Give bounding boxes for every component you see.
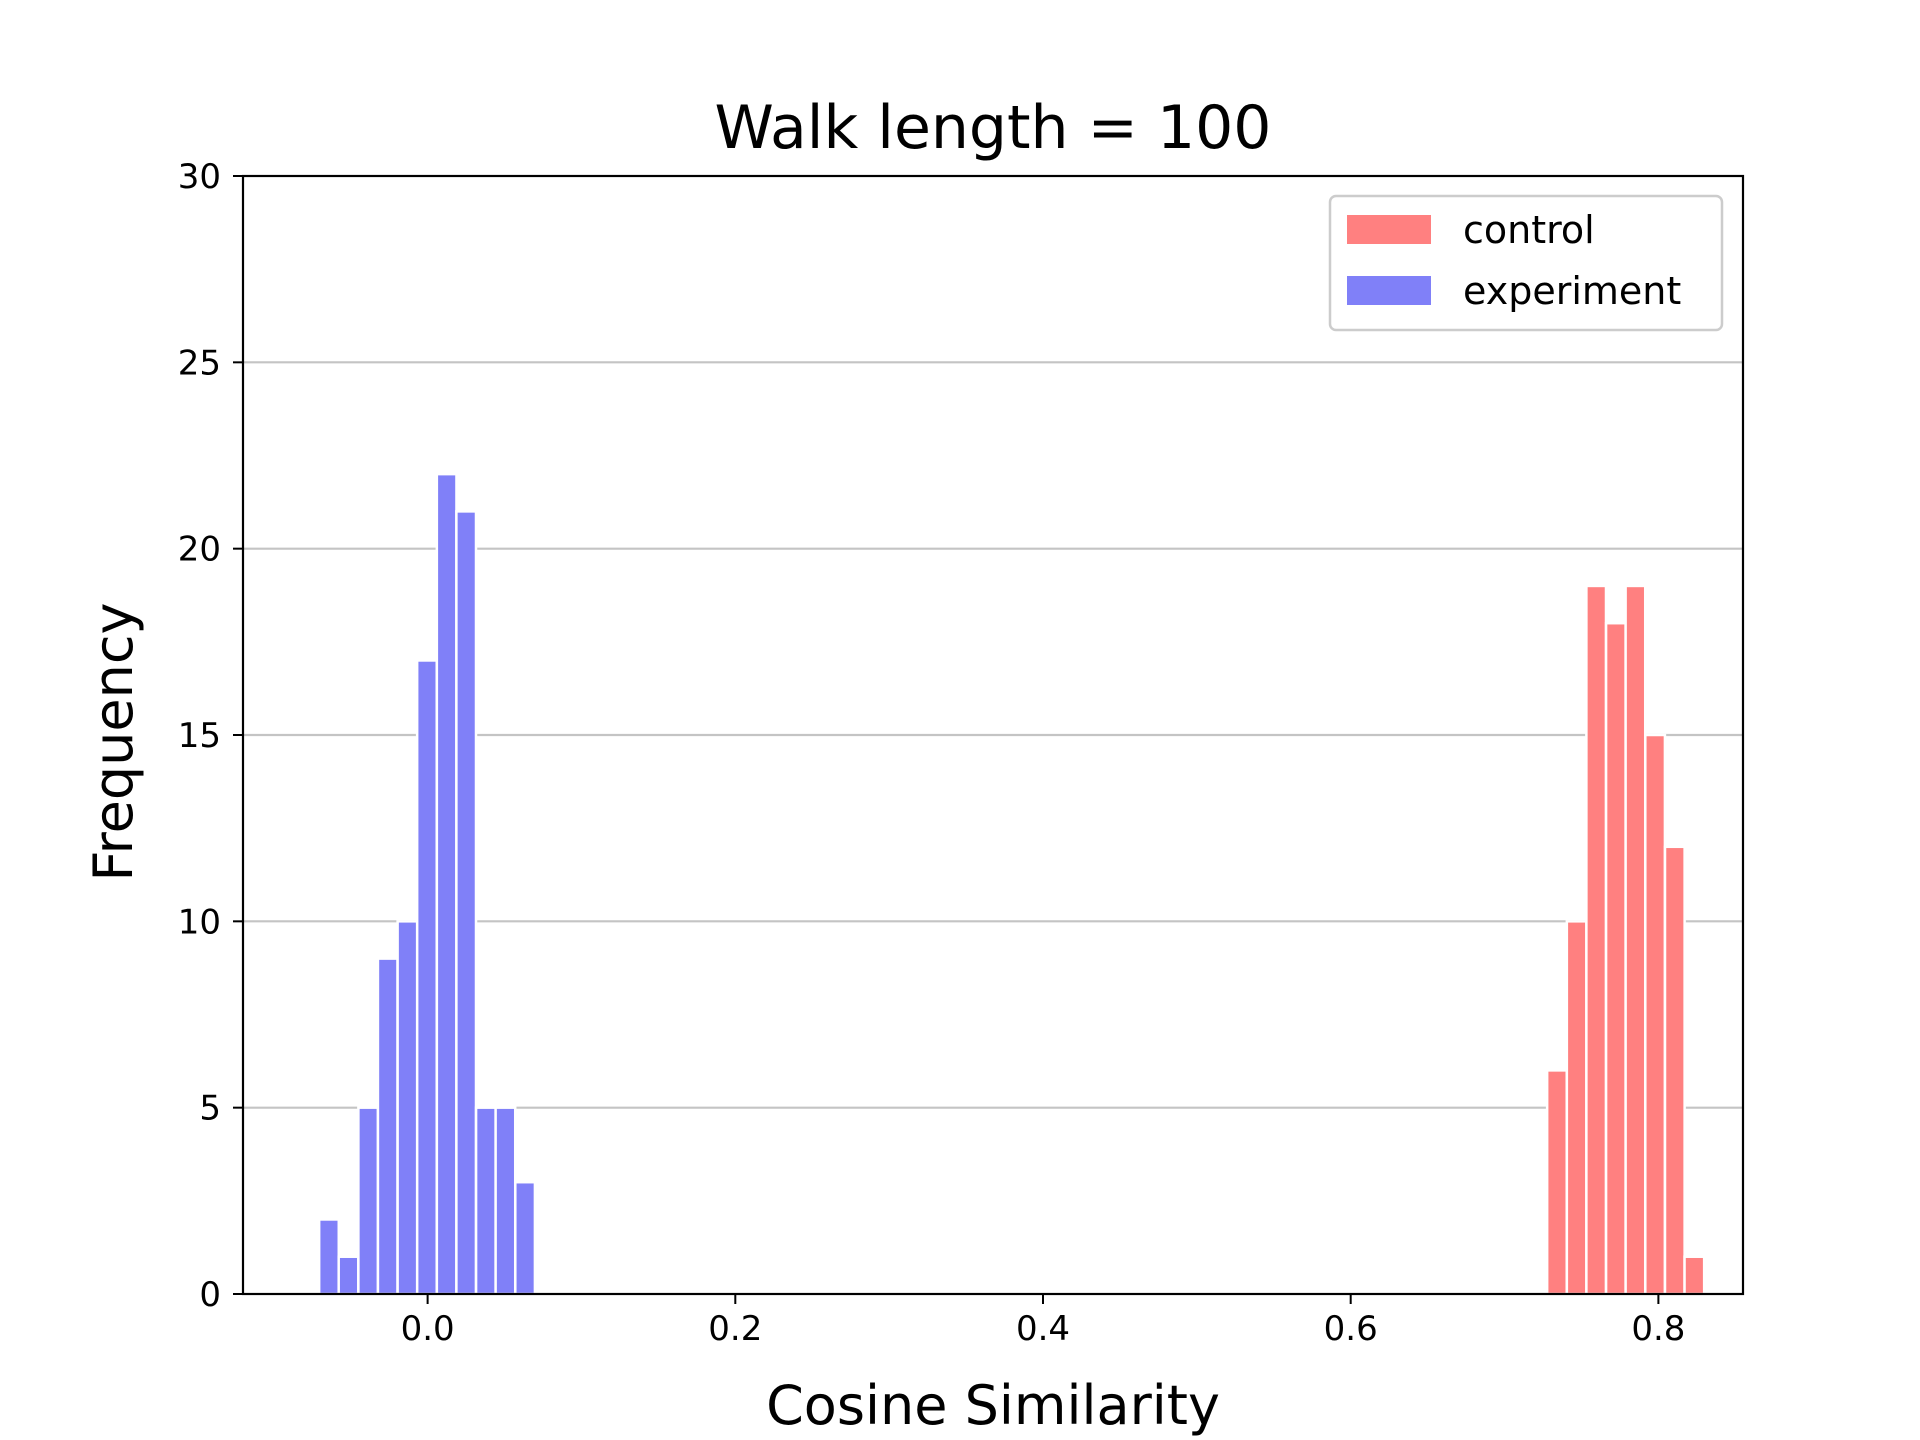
y-tick-label: 0 xyxy=(199,1275,221,1315)
x-tick-label: 0.6 xyxy=(1324,1309,1378,1349)
x-tick-label: 0.2 xyxy=(708,1309,762,1349)
y-tick-label: 5 xyxy=(199,1089,221,1129)
legend: control experiment xyxy=(1328,194,1724,332)
bar-experiment-7 xyxy=(455,510,478,1296)
chart-title: Walk length = 100 xyxy=(715,93,1272,163)
y-axis-title: Frequency xyxy=(82,603,145,882)
x-tick-label: 0.4 xyxy=(1016,1309,1070,1349)
legend-label-experiment: experiment xyxy=(1463,269,1681,313)
legend-swatch-control xyxy=(1347,215,1431,244)
y-tick-label: 10 xyxy=(178,902,221,942)
bar-control-6 xyxy=(1663,845,1686,1296)
bar-experiment-2 xyxy=(357,1106,380,1296)
x-tick-label: 0.8 xyxy=(1631,1309,1685,1349)
bar-experiment-9 xyxy=(494,1106,517,1296)
bar-control-1 xyxy=(1565,920,1588,1296)
bar-experiment-4 xyxy=(396,920,419,1296)
x-tick-label: 0.0 xyxy=(401,1309,455,1349)
bar-control-5 xyxy=(1644,733,1667,1296)
bar-control-4 xyxy=(1624,584,1647,1296)
bar-experiment-1 xyxy=(337,1255,360,1296)
bar-control-0 xyxy=(1545,1069,1569,1296)
x-axis-ticks: 0.0 0.2 0.4 0.6 0.8 xyxy=(401,1294,1685,1349)
y-tick-label: 25 xyxy=(178,343,221,383)
bar-experiment-5 xyxy=(415,659,439,1296)
bar-experiment-6 xyxy=(435,472,458,1296)
bar-experiment-10 xyxy=(514,1180,537,1296)
bar-control-3 xyxy=(1604,621,1627,1296)
y-axis-ticks: 0 5 10 15 20 25 30 xyxy=(178,157,243,1315)
y-tick-label: 30 xyxy=(178,157,221,197)
x-axis-title: Cosine Similarity xyxy=(766,1374,1220,1437)
bar-experiment-8 xyxy=(474,1106,497,1296)
y-tick-label: 15 xyxy=(178,716,221,756)
bar-experiment-3 xyxy=(376,957,399,1296)
y-tick-label: 20 xyxy=(178,530,221,570)
bar-control-2 xyxy=(1585,584,1608,1296)
bar-experiment-0 xyxy=(317,1218,341,1296)
bar-control-7 xyxy=(1683,1255,1706,1296)
legend-swatch-experiment xyxy=(1347,276,1431,305)
legend-label-control: control xyxy=(1463,208,1595,252)
